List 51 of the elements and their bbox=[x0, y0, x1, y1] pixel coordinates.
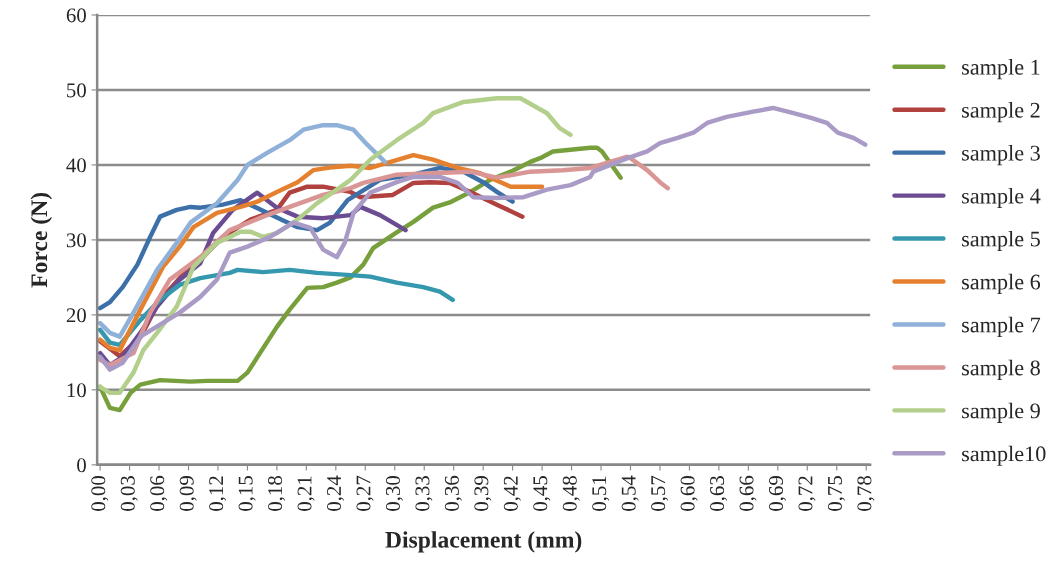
x-axis-title: Displacement (mm) bbox=[385, 531, 582, 553]
x-tick-label: 0,09 bbox=[179, 476, 197, 511]
x-tick-label: 0,27 bbox=[356, 475, 374, 511]
x-tick-label: 0,48 bbox=[562, 476, 580, 511]
legend-label: sample 5 bbox=[962, 230, 1040, 252]
x-tick-label: 0,66 bbox=[739, 475, 757, 511]
x-tick-label: 0,63 bbox=[710, 476, 728, 511]
x-tick-label: 0,75 bbox=[827, 476, 845, 511]
x-tick-label: 0,51 bbox=[592, 476, 610, 511]
x-tick-label: 0,15 bbox=[238, 476, 256, 511]
x-tick-label: 0,24 bbox=[326, 475, 345, 511]
x-tick-label: 0,69 bbox=[768, 476, 787, 511]
line-series bbox=[97, 152, 545, 353]
x-tick-label: 0,36 bbox=[444, 475, 462, 511]
x-tick-label: 0,30 bbox=[385, 476, 403, 511]
y-tick-label: 0 bbox=[77, 458, 86, 473]
x-tick-label: 0,72 bbox=[798, 476, 816, 511]
legend-label: sample 6 bbox=[962, 273, 1041, 295]
y-tick-label: 40 bbox=[66, 158, 86, 173]
x-tick-label: 0,45 bbox=[533, 476, 551, 511]
x-tick-label: 0,57 bbox=[651, 475, 669, 511]
line-series bbox=[97, 95, 573, 396]
legend-label: sample 8 bbox=[962, 359, 1040, 380]
x-tick-label: 0,78 bbox=[857, 476, 875, 511]
line-series bbox=[97, 105, 868, 372]
x-tick-label: 0,03 bbox=[120, 476, 138, 511]
x-tick-label: 0,00 bbox=[91, 476, 109, 511]
x-tick-label: 0,12 bbox=[209, 476, 227, 511]
y-tick-label: 20 bbox=[66, 308, 86, 323]
x-tick-label: 0,42 bbox=[503, 476, 521, 511]
x-tick-label: 0,18 bbox=[268, 476, 286, 511]
legend-label: sample 2 bbox=[962, 102, 1040, 123]
x-tick-label: 0,60 bbox=[680, 476, 698, 511]
x-tick-label: 0,33 bbox=[415, 476, 433, 511]
x-tick-label: 0,54 bbox=[621, 475, 639, 511]
legend-label: sample 3 bbox=[962, 145, 1040, 166]
x-tick-label: 0,06 bbox=[150, 475, 168, 511]
y-tick-label: 50 bbox=[67, 83, 86, 98]
legend-label: sample 9 bbox=[962, 402, 1040, 423]
y-tick-label: 60 bbox=[66, 8, 86, 23]
legend-label: sample 4 bbox=[962, 187, 1041, 209]
legend-label: sample 7 bbox=[962, 316, 1041, 337]
legend-label: sample10 bbox=[962, 445, 1046, 466]
y-tick-label: 10 bbox=[67, 383, 86, 398]
line-series bbox=[97, 122, 388, 339]
y-tick-label: 30 bbox=[66, 233, 86, 248]
x-tick-label: 0,39 bbox=[474, 476, 492, 511]
y-axis-title: Force (N) bbox=[30, 192, 53, 288]
x-tick-label: 0,21 bbox=[297, 476, 315, 511]
line-series bbox=[97, 145, 623, 413]
legend-label: sample 1 bbox=[962, 59, 1040, 80]
